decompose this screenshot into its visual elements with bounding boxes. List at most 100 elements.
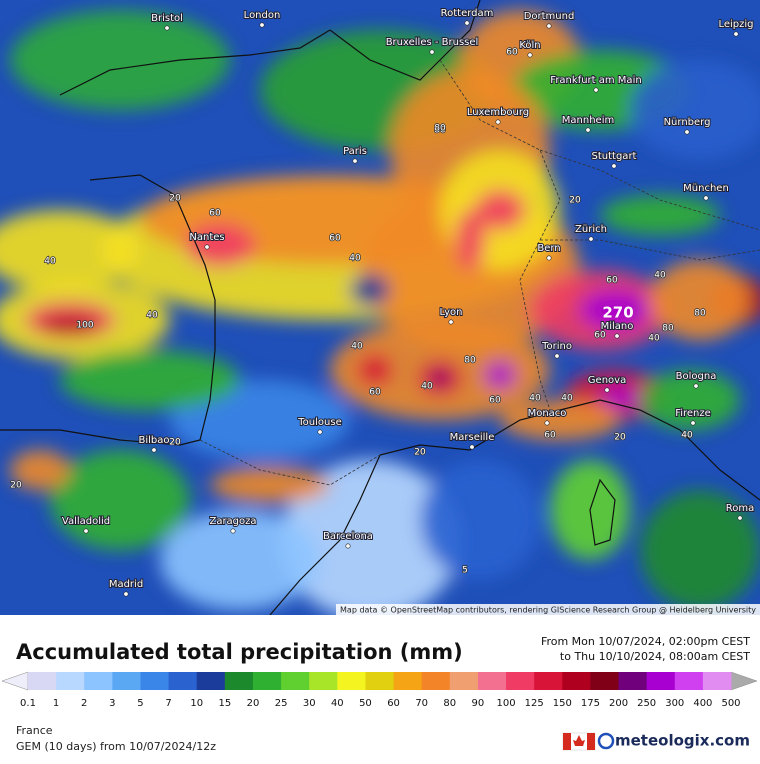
city-label: Madrid — [109, 579, 143, 590]
precip-area — [500, 400, 620, 440]
city-label: Toulouse — [297, 417, 341, 428]
contour-label: 20 — [414, 448, 426, 458]
attribution-background — [336, 604, 760, 615]
contour-label: 20 — [169, 194, 181, 204]
legend-swatch — [674, 672, 704, 690]
legend-value: 0.1 — [20, 698, 36, 709]
city-dot — [83, 528, 89, 534]
precip-area — [10, 10, 230, 110]
precip-area — [420, 460, 540, 580]
contour-label: 40 — [146, 311, 158, 321]
legend-swatch — [618, 672, 648, 690]
city-label: Bruxelles - Brussel — [386, 37, 479, 48]
region: France — [16, 724, 53, 737]
legend-value: 250 — [637, 698, 656, 709]
city-dot — [604, 387, 610, 393]
contour-label: 40 — [681, 431, 693, 441]
city-label: Köln — [519, 40, 540, 51]
contour-label: 80 — [434, 126, 446, 136]
precip-area — [185, 223, 255, 267]
precip-area — [350, 274, 390, 306]
precip-area — [455, 210, 485, 270]
brand[interactable]: meteologix.com — [615, 732, 750, 750]
city-dot — [546, 255, 552, 261]
model-run: GEM (10 days) from 10/07/2024/12z — [16, 740, 216, 753]
legend-value: 10 — [190, 698, 203, 709]
contour-label: 40 — [421, 382, 433, 392]
city-dot — [554, 353, 560, 359]
date-to: to Thu 10/10/2024, 08:00am CEST — [560, 650, 750, 663]
precip-area — [430, 370, 450, 386]
legend-swatch — [477, 672, 507, 690]
city-label: Luxembourg — [467, 107, 529, 118]
city-label: Frankfurt am Main — [550, 75, 641, 86]
city-label: Zaragoza — [209, 516, 256, 527]
city-dot — [352, 158, 358, 164]
city-label: Bern — [537, 243, 560, 254]
coastlines — [0, 0, 760, 615]
contour-label: 40 — [349, 254, 361, 264]
precip-area — [630, 60, 760, 160]
legend-value: 300 — [665, 698, 684, 709]
city-label: Dortmund — [524, 11, 575, 22]
precip-area — [50, 450, 190, 550]
contour-label: 60 — [369, 388, 381, 398]
legend-swatch — [140, 672, 170, 690]
legend-value: 175 — [581, 698, 600, 709]
legend-swatch — [309, 672, 338, 690]
legend-value: 90 — [472, 698, 485, 709]
contour-label: 60 — [594, 331, 606, 341]
legend-arrow-low — [1, 671, 29, 691]
contour-label: 80 — [694, 309, 706, 319]
city-label: Firenze — [675, 408, 711, 419]
city-label: Leipzig — [718, 19, 753, 30]
legend: Accumulated total precipitation (mm) Fro… — [1, 635, 758, 709]
legend-value: 200 — [609, 698, 628, 709]
city-dot — [204, 244, 210, 250]
legend-swatch — [449, 672, 479, 690]
city-label: London — [244, 10, 281, 21]
precip-area — [210, 467, 330, 503]
city-label: Stuttgart — [592, 151, 637, 162]
legend-swatch — [534, 672, 563, 690]
city-label: Lyon — [439, 307, 462, 318]
legend-value: 70 — [415, 698, 428, 709]
contour-label: 100 — [76, 321, 93, 331]
city-dot — [259, 22, 265, 28]
legend-value: 500 — [721, 698, 740, 709]
contour-label: 20 — [614, 433, 626, 443]
city-dot — [230, 528, 236, 534]
peak-label: 270 — [602, 304, 633, 322]
contour-label: 20 — [10, 481, 22, 491]
city-label: Paris — [343, 146, 367, 157]
city-dot — [588, 236, 594, 242]
city-labels: Bristol London Rotterdam Dortmund Leipzig Bru… — [61, 7, 755, 597]
legend-swatch — [281, 672, 310, 690]
contour-label: 20 — [569, 196, 581, 206]
legend-title: Accumulated total precipitation (mm) — [16, 640, 463, 664]
city-dot — [164, 25, 170, 31]
city-label: Monaco — [528, 408, 567, 419]
city-dot — [585, 127, 591, 133]
legend-value: 20 — [247, 698, 260, 709]
legend-swatch — [56, 672, 85, 690]
city-label: Mannheim — [562, 115, 614, 126]
precipitation-field — [0, 10, 760, 615]
city-label: Bologna — [676, 371, 717, 382]
legend-value: 25 — [275, 698, 288, 709]
legend-swatch — [590, 672, 620, 690]
city-dot — [614, 333, 620, 339]
contour-label: 40 — [648, 334, 660, 344]
legend-value: 400 — [693, 698, 712, 709]
contour-label: 40 — [654, 271, 666, 281]
city-dot — [684, 129, 690, 135]
borders — [199, 59, 760, 486]
precip-area — [160, 510, 320, 610]
legend-value: 5 — [137, 698, 143, 709]
contour-label: 40 — [351, 342, 363, 352]
city-dot — [429, 49, 435, 55]
city-label: Zürich — [575, 224, 607, 235]
legend-swatch — [646, 672, 676, 690]
